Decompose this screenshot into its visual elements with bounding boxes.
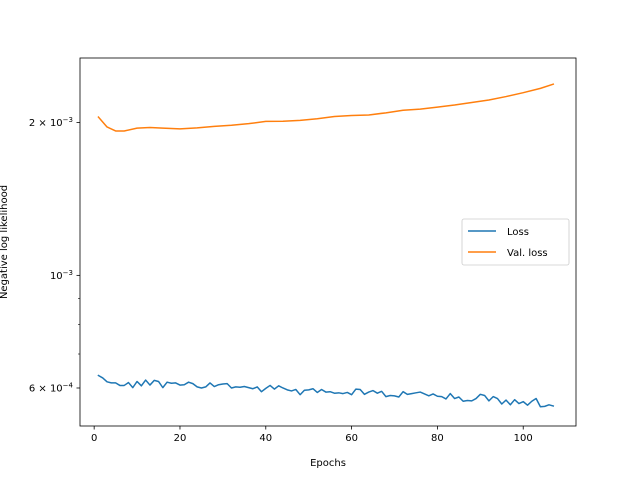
x-axis: 0 20 40 60 80 100 (91, 426, 533, 444)
y-tick-label: 10−3 (50, 269, 73, 282)
x-tick-label: 20 (174, 433, 187, 444)
legend-label-val-loss: Val. loss (507, 248, 548, 259)
legend: Loss Val. loss (461, 218, 570, 266)
y-axis: 2 × 10−3 10−3 6 × 10−4 (29, 116, 80, 394)
plot-frame (79, 57, 577, 427)
y-axis-label: Negative log likelihood (0, 185, 10, 299)
series-line-loss (97, 374, 555, 408)
y-tick-label: 2 × 10−3 (29, 116, 73, 129)
x-tick-label: 80 (431, 433, 444, 444)
y-tick-label: 6 × 10−4 (29, 381, 74, 394)
series-line-val-loss (97, 83, 555, 132)
x-tick-label: 0 (91, 433, 97, 444)
x-tick-label: 40 (259, 433, 272, 444)
x-axis-label: Epochs (310, 458, 346, 469)
series-layer (97, 83, 555, 408)
x-tick-label: 100 (514, 433, 533, 444)
legend-label-loss: Loss (507, 227, 529, 238)
x-tick-label: 60 (345, 433, 358, 444)
